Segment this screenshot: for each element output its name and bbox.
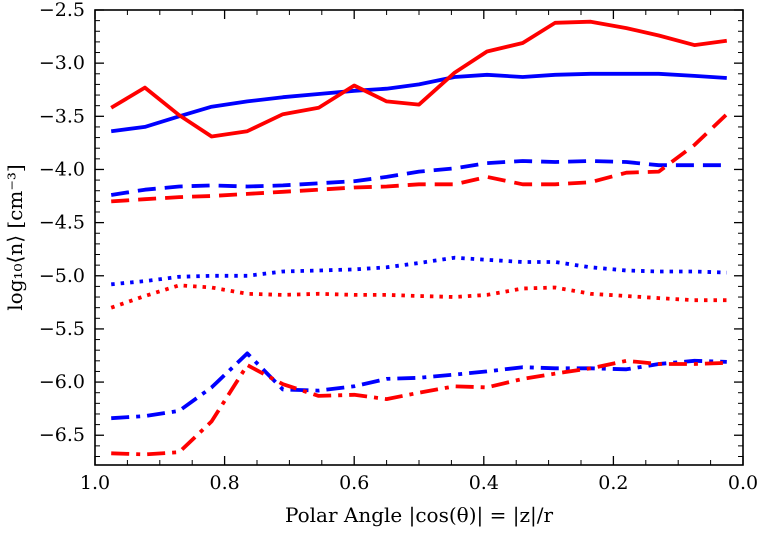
series-line-5-dotted xyxy=(111,255,727,287)
series-line-8-dashdot xyxy=(111,358,727,457)
y-tick-label: −5.0 xyxy=(39,265,85,287)
series-line-7-dashdot xyxy=(111,351,727,421)
y-axis-label: log₁₀⟨n⟩ [cm⁻³] xyxy=(3,164,27,310)
series-line-3-dashed xyxy=(110,159,727,197)
plot-frame xyxy=(94,9,744,466)
series-line-2-solid xyxy=(110,19,728,139)
y-tick-label: −3.0 xyxy=(39,52,85,74)
x-tick-label: 0.4 xyxy=(469,472,499,494)
x-tick-label: 0.2 xyxy=(598,472,628,494)
x-tick-label: 0.6 xyxy=(339,472,369,494)
series-line-6-dotted xyxy=(110,283,727,310)
x-tick-label: 0.0 xyxy=(728,472,758,494)
y-tick-label: −6.5 xyxy=(39,424,85,446)
series-line-4-dashed xyxy=(111,112,729,204)
series-layer xyxy=(110,19,729,457)
x-tick-label: 0.8 xyxy=(209,472,239,494)
x-tick-label: 1.0 xyxy=(80,472,110,494)
y-tick-label: −5.5 xyxy=(39,318,85,340)
series-line-1-solid xyxy=(110,71,727,134)
y-tick-label: −3.5 xyxy=(39,105,85,127)
y-tick-label: −4.5 xyxy=(39,212,85,234)
x-axis-label: Polar Angle |cos(θ)| = |z|/r xyxy=(285,503,553,528)
tick-layer: 1.0 0.8 0.6 0.4 0.2 0.0 −2.5 −3.0 −3.5 −4.0 −4.5 −5… xyxy=(39,0,758,494)
y-tick-label: −2.5 xyxy=(39,0,85,21)
y-tick-label: −4.0 xyxy=(39,158,85,180)
y-tick-label: −6.0 xyxy=(39,371,85,393)
